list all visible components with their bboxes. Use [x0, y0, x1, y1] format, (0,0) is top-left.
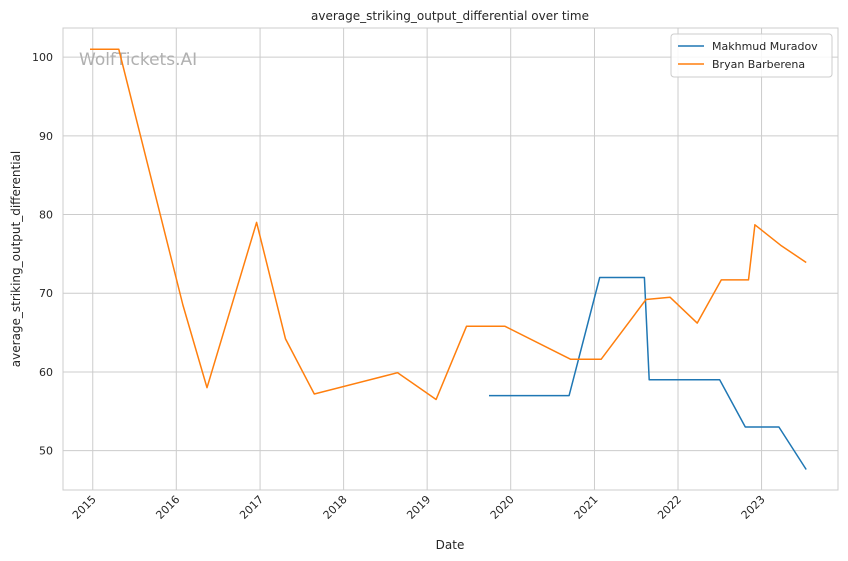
y-tick-label: 50 — [39, 445, 53, 458]
series-line-1 — [489, 276, 807, 470]
x-axis-title: Date — [436, 538, 465, 552]
y-tick-label: 100 — [32, 51, 53, 64]
y-tick-label: 90 — [39, 130, 53, 143]
y-tick-label: 70 — [39, 287, 53, 300]
y-axis-ticks: 50 60 70 80 90 100 — [32, 51, 53, 458]
series-layer — [90, 48, 807, 470]
grid-lines — [63, 28, 838, 490]
chart-title: average_striking_output_differential ove… — [311, 9, 589, 23]
plot-area-frame — [62, 27, 839, 491]
legend-frame — [670, 33, 833, 78]
watermark: WolfTickets.AI — [79, 50, 197, 70]
y-tick-label: 80 — [39, 209, 53, 222]
legend-label: Makhmud Muradov — [712, 40, 818, 53]
y-axis-title: average_striking_output_differential — [9, 151, 23, 367]
y-tick-label: 60 — [39, 366, 53, 379]
series-line-2 — [90, 48, 807, 401]
legend: Makhmud Muradov Bryan Barberena — [670, 33, 833, 78]
legend-label: Bryan Barberena — [712, 58, 805, 71]
